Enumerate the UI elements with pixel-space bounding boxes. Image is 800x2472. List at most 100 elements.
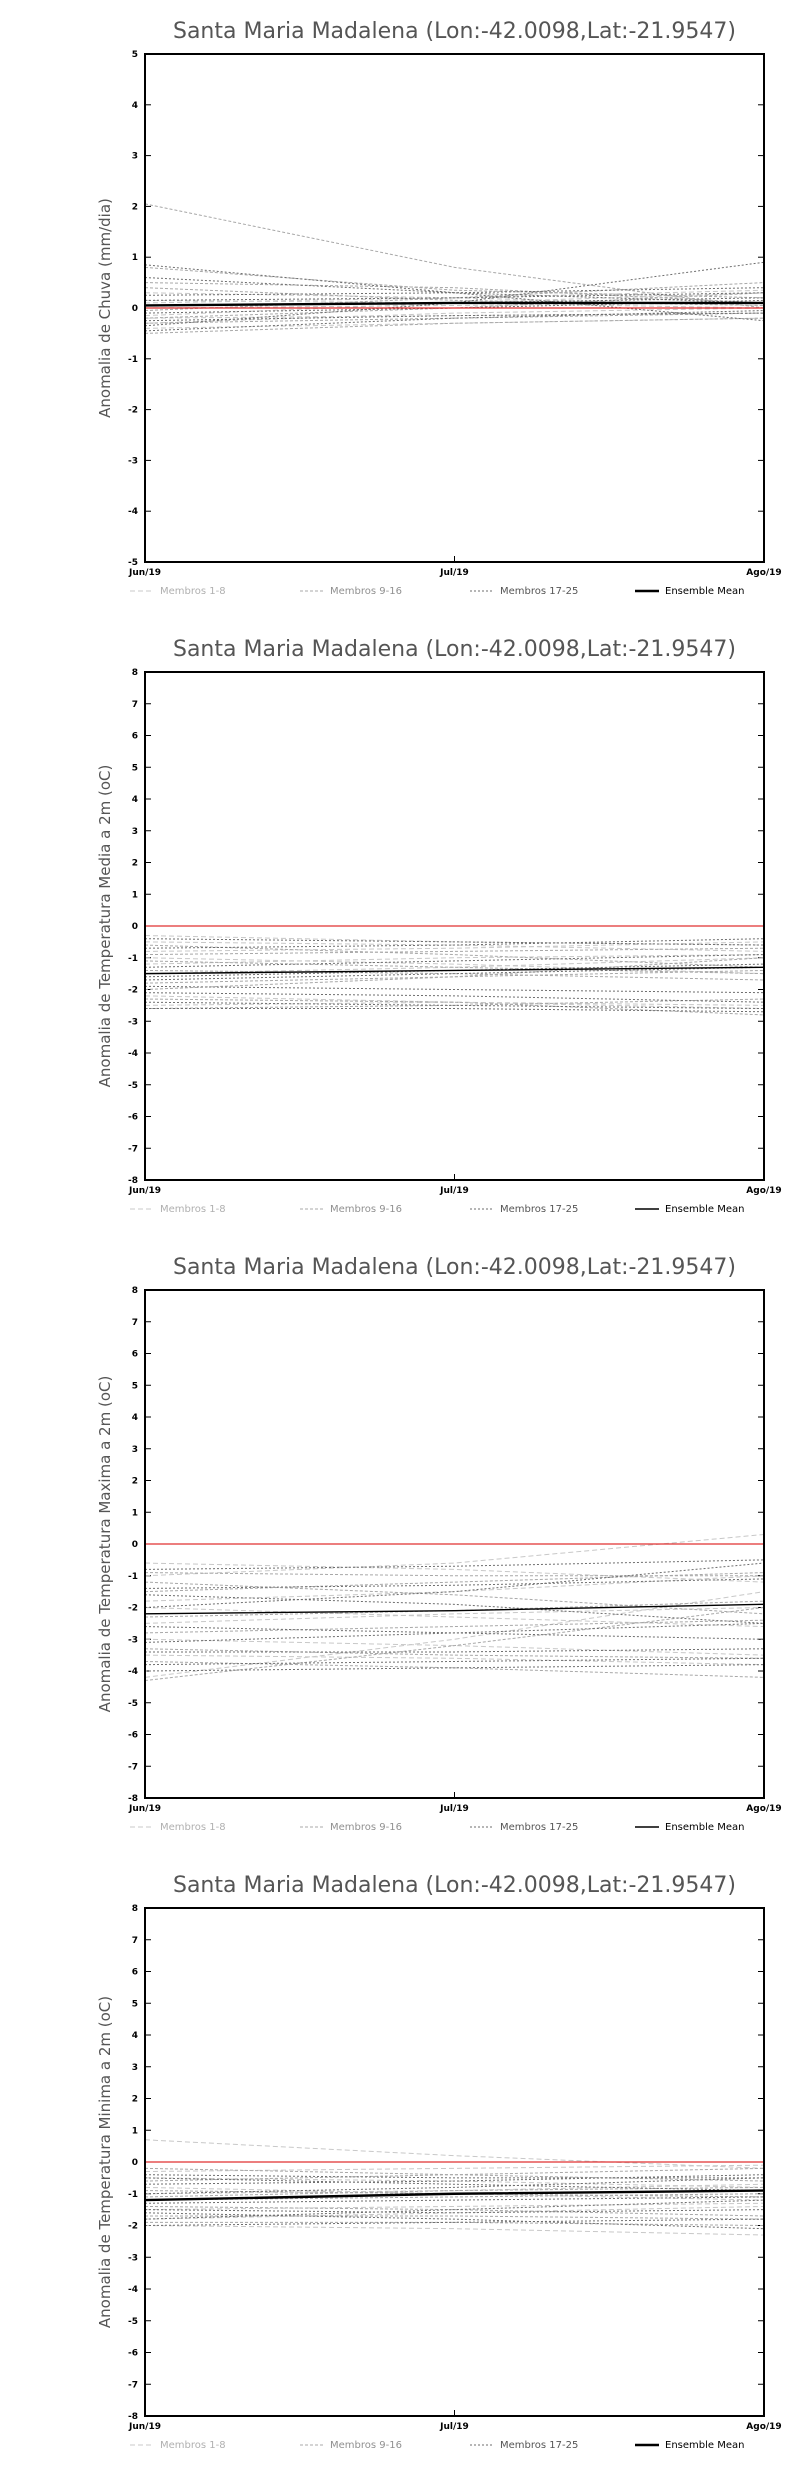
legend-label-4: Ensemble Mean: [665, 586, 744, 597]
chart-panel-3: Santa Maria Madalena (Lon:-42.0098,Lat:-…: [96, 1255, 782, 1833]
member-line-20: [144, 985, 765, 994]
ensemble-mean-line: [144, 301, 764, 307]
chart-panel-4: Santa Maria Madalena (Lon:-42.0098,Lat:-…: [96, 1873, 782, 2451]
y-tick-label: -6: [128, 1731, 138, 1741]
x-tick-label: Ago/19: [746, 568, 781, 578]
member-line-9: [144, 1648, 765, 1659]
x-tick-label: Jul/19: [439, 568, 469, 578]
member-line-23: [144, 2177, 765, 2195]
y-axis-label: Anomalia de Chuva (mm/dia): [96, 198, 114, 418]
member-line-20: [144, 2218, 765, 2226]
legend-label-1: Membros 1-8: [160, 2440, 226, 2451]
y-tick-label: -2: [128, 2222, 138, 2232]
y-tick-label: 6: [132, 1968, 138, 1978]
y-tick-label: -2: [128, 1604, 138, 1614]
y-tick-label: 0: [132, 922, 138, 932]
y-tick-label: 0: [132, 2158, 138, 2168]
member-line-12: [144, 2205, 765, 2217]
legend-label-1: Membros 1-8: [160, 1822, 226, 1833]
y-tick-label: -3: [128, 1635, 138, 1645]
legend-label-1: Membros 1-8: [160, 1204, 226, 1215]
legend-label-4: Ensemble Mean: [665, 2440, 744, 2451]
member-line-17: [145, 1648, 765, 1653]
member-line-22: [144, 2209, 765, 2214]
x-tick-label: Jul/19: [439, 2422, 469, 2432]
y-axis-label: Anomalia de Temperatura Minima a 2m (oC): [96, 1996, 114, 2328]
member-line-14: [145, 2215, 765, 2220]
member-line-5: [144, 1575, 765, 1602]
member-line-6: [144, 289, 765, 304]
y-tick-label: 3: [132, 1445, 138, 1455]
y-tick-label: 0: [132, 1540, 138, 1550]
chart-title: Santa Maria Madalena (Lon:-42.0098,Lat:-…: [173, 1255, 736, 1280]
legend-label-1: Membros 1-8: [160, 586, 226, 597]
y-tick-label: 1: [132, 253, 138, 263]
member-line-6: [144, 1001, 765, 1010]
member-line-4: [144, 957, 765, 975]
y-tick-label: -1: [128, 954, 138, 964]
y-tick-label: -5: [128, 2317, 138, 2327]
member-line-12: [144, 1619, 765, 1634]
member-line-11: [144, 1607, 765, 1682]
member-line-25: [144, 2177, 765, 2192]
member-line-7: [144, 2205, 765, 2220]
member-line-21: [144, 954, 765, 968]
member-line-23: [144, 287, 765, 296]
member-line-15: [144, 998, 765, 1016]
member-line-24: [144, 2199, 765, 2220]
y-tick-label: -3: [128, 456, 138, 466]
member-line-6: [144, 1638, 765, 1656]
x-tick-label: Jul/19: [439, 1804, 469, 1814]
y-tick-label: 5: [132, 1381, 138, 1391]
legend-label-4: Ensemble Mean: [665, 1822, 744, 1833]
member-line-8: [144, 1607, 765, 1628]
y-tick-label: 3: [132, 152, 138, 162]
x-tick-label: Ago/19: [746, 1804, 781, 1814]
chart-panel-1: Santa Maria Madalena (Lon:-42.0098,Lat:-…: [96, 19, 782, 597]
legend-label-4: Ensemble Mean: [665, 1204, 744, 1215]
x-tick-label: Jun/19: [128, 1804, 161, 1814]
member-line-13: [144, 2167, 765, 2182]
member-line-21: [144, 1594, 765, 1624]
member-line-13: [144, 969, 765, 981]
member-line-18: [144, 1559, 765, 1570]
member-line-9: [144, 203, 765, 309]
member-line-12: [144, 312, 765, 324]
member-line-5: [144, 312, 765, 319]
y-tick-label: -8: [128, 1176, 138, 1186]
member-line-7: [144, 1562, 765, 1583]
member-line-1: [144, 292, 765, 317]
member-line-3: [144, 1654, 765, 1666]
member-line-20: [144, 1664, 765, 1672]
y-tick-label: 8: [132, 1286, 138, 1296]
chart-panel-2: Santa Maria Madalena (Lon:-42.0098,Lat:-…: [96, 637, 782, 1215]
y-tick-label: 1: [132, 1508, 138, 1518]
legend-label-3: Membros 17-25: [500, 586, 578, 597]
y-tick-label: 0: [132, 304, 138, 314]
member-line-1: [144, 2139, 765, 2169]
member-line-24: [144, 1657, 765, 1666]
member-line-2: [144, 2177, 765, 2188]
y-tick-label: -2: [128, 406, 138, 416]
y-axis-label: Anomalia de Temperatura Media a 2m (oC): [96, 765, 114, 1088]
y-tick-label: -4: [128, 1049, 138, 1059]
member-line-5: [144, 2183, 765, 2195]
member-line-22: [144, 1622, 765, 1643]
y-tick-label: 2: [132, 1477, 138, 1487]
member-line-9: [144, 969, 765, 984]
member-line-24: [144, 310, 765, 332]
y-tick-label: 6: [132, 732, 138, 742]
y-tick-label: 2: [132, 2095, 138, 2105]
legend-label-3: Membros 17-25: [500, 2440, 578, 2451]
y-tick-label: -8: [128, 1794, 138, 1804]
ensemble-mean-line: [144, 2189, 765, 2202]
legend-label-2: Membros 9-16: [330, 1204, 402, 1215]
y-tick-label: 8: [132, 668, 138, 678]
y-tick-label: 5: [132, 50, 138, 60]
y-tick-label: -6: [128, 2349, 138, 2359]
plot-frame: [144, 671, 765, 1181]
member-line-3: [144, 2202, 765, 2211]
y-tick-label: -4: [128, 507, 138, 517]
member-line-17: [144, 2212, 765, 2230]
